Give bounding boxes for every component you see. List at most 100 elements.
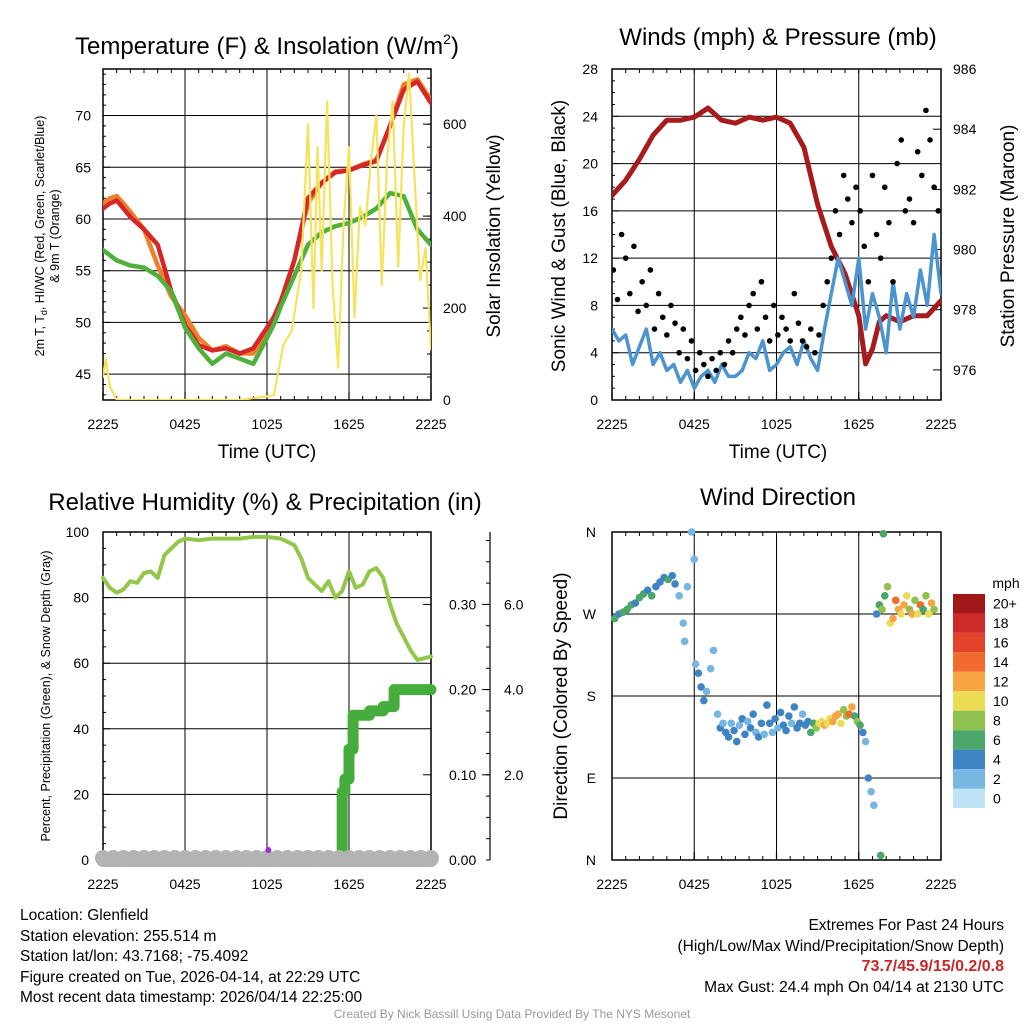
- dir-scatter-point: [679, 619, 688, 627]
- dir-scatter-point: [919, 605, 927, 614]
- dir-scatter-point: [741, 730, 749, 739]
- dir-scatter-point: [709, 646, 718, 655]
- station-latlon: Station lat/lon: 43.7168; -75.4092: [20, 948, 249, 965]
- wind-y-tick-label: 12: [582, 250, 598, 266]
- wind-gust-point: [840, 172, 847, 179]
- rh-y-tick-label: 60: [73, 655, 89, 671]
- wind-series-sonic-wind: [612, 232, 941, 390]
- dir-scatter-point: [760, 730, 768, 739]
- dir-scatter-point: [798, 710, 807, 719]
- wind-gust-point: [849, 219, 855, 226]
- dir-scatter-point: [749, 710, 757, 719]
- svg-text:2m T, Td, HI/WC (Red, Green, S: 2m T, Td, HI/WC (Red, Green, Scarlet/Blu…: [33, 116, 49, 357]
- dir-scatter-point: [878, 605, 886, 614]
- wind-gust-point: [873, 231, 880, 238]
- dir-x-tick-label: 2225: [596, 876, 627, 892]
- dir-legend-title: mph: [992, 575, 1019, 591]
- dir-scatter-point: [765, 719, 774, 728]
- dir-scatter-point: [771, 714, 779, 723]
- legend-swatch: [953, 769, 985, 789]
- wind-gust-point: [886, 219, 892, 226]
- dir-y-tick-label: S: [587, 688, 596, 704]
- dir-scatter-point: [763, 701, 771, 709]
- dir-scatter-point: [757, 719, 766, 728]
- credit-line: Created By Nick Bassill Using Data Provi…: [333, 1007, 691, 1021]
- dir-scatter-point: [687, 528, 696, 536]
- legend-label: 2: [993, 771, 1001, 787]
- wind-gust-point: [832, 208, 839, 214]
- wind-gust-point: [701, 361, 707, 368]
- rh-snow-tick-label: 2.0: [504, 767, 524, 783]
- temp-series-solar: [103, 72, 431, 400]
- station-info: Location: Glenfield Station elevation: 2…: [20, 906, 362, 1009]
- legend-swatch: [953, 594, 985, 614]
- wind-gust-point: [696, 349, 703, 356]
- wind-gust-point: [919, 172, 925, 179]
- temp-y2-tick-label: 400: [443, 208, 467, 224]
- dir-scatter-point: [897, 610, 906, 618]
- rh-x-tick-label: 0425: [169, 876, 200, 892]
- wind-y-axis-label: Sonic Wind & Gust (Blue, Black): [549, 100, 570, 372]
- rh-series-relative-humidity: [101, 534, 433, 662]
- wind-gust-point: [746, 302, 752, 309]
- temp-y2-tick-label: 0: [443, 392, 451, 408]
- wind-x-tick-label: 1625: [843, 416, 874, 432]
- wind-y-tick-label: 4: [590, 345, 598, 361]
- dir-scatter-point: [694, 669, 703, 678]
- wind-gust-point: [614, 296, 621, 303]
- rh-y-axis-label: Percent, Precipitation (Green), & Snow D…: [39, 550, 53, 841]
- wind-gust-point: [750, 290, 756, 297]
- legend-label: 20+: [993, 596, 1017, 612]
- dir-x-tick-label: 2225: [925, 876, 956, 892]
- figure-created: Figure created on Tue, 2026-04-14, at 22…: [20, 968, 361, 986]
- rh-y-tick-label: 40: [73, 721, 89, 737]
- wind-x-tick-label: 2225: [596, 416, 627, 432]
- wind-gust-point: [758, 278, 765, 285]
- legend-label: 8: [993, 712, 1001, 728]
- wind-gust-point: [612, 267, 617, 273]
- dir-scatter-point: [702, 687, 711, 696]
- wind-gust-point: [688, 338, 695, 344]
- dir-scatter-point: [880, 591, 889, 600]
- legend-label: 14: [993, 654, 1009, 670]
- wind-gust-point: [762, 314, 769, 321]
- temp-x-tick-label: 0425: [169, 416, 200, 432]
- wind-gust-point: [618, 231, 625, 238]
- wind-x-tick-label: 1025: [761, 416, 792, 432]
- wind-gust-point: [906, 196, 913, 202]
- legend-swatch: [953, 710, 985, 731]
- wind-gust-point: [783, 326, 789, 332]
- dir-scatter-point: [839, 705, 848, 714]
- rh-precip-tick-label: 0.00: [449, 852, 476, 868]
- speed-legend: 20+ 18 16 14 12 10 8 6 4 2 0: [953, 594, 1017, 808]
- wind-gust-point: [672, 320, 678, 326]
- temp-y-tick-label: 50: [75, 314, 91, 330]
- wind-y-tick-label: 28: [582, 61, 598, 77]
- dir-scatter-point: [782, 726, 790, 735]
- wind-gust-point: [923, 107, 929, 114]
- wind-gust-point: [857, 208, 863, 214]
- wind-gust-point: [803, 344, 810, 350]
- dir-scatter-point: [883, 582, 892, 591]
- temp-x-tick-label: 1625: [333, 416, 364, 432]
- dir-scatter-point: [879, 530, 888, 538]
- dir-scatter-point: [927, 599, 936, 607]
- temp-y-axis-label: 2m T, Td, HI/WC (Red, Green, Scarlet/Blu…: [33, 116, 62, 357]
- dir-scatter-point: [924, 610, 933, 618]
- temp-x-tick-label: 2225: [415, 416, 446, 432]
- extremes-description: (High/Low/Max Wind/Precipitation/Snow De…: [677, 937, 1005, 955]
- wind-gust-point: [816, 332, 822, 338]
- dir-scatter-point: [911, 596, 919, 605]
- legend-label: 4: [993, 751, 1001, 767]
- dir-scatter-point: [902, 591, 911, 600]
- temp-x-axis-label: Time (UTC): [218, 442, 317, 463]
- temp-y2-tick-label: 200: [443, 300, 467, 316]
- legend-label: 16: [993, 635, 1009, 651]
- rh-x-tick-label: 2225: [87, 876, 118, 892]
- wind-gust-point: [931, 184, 937, 191]
- wind-gust-point: [664, 332, 670, 338]
- wind-gust-point: [733, 326, 740, 332]
- dir-x-tick-label: 1025: [761, 876, 792, 892]
- wind-gust-point: [713, 367, 719, 374]
